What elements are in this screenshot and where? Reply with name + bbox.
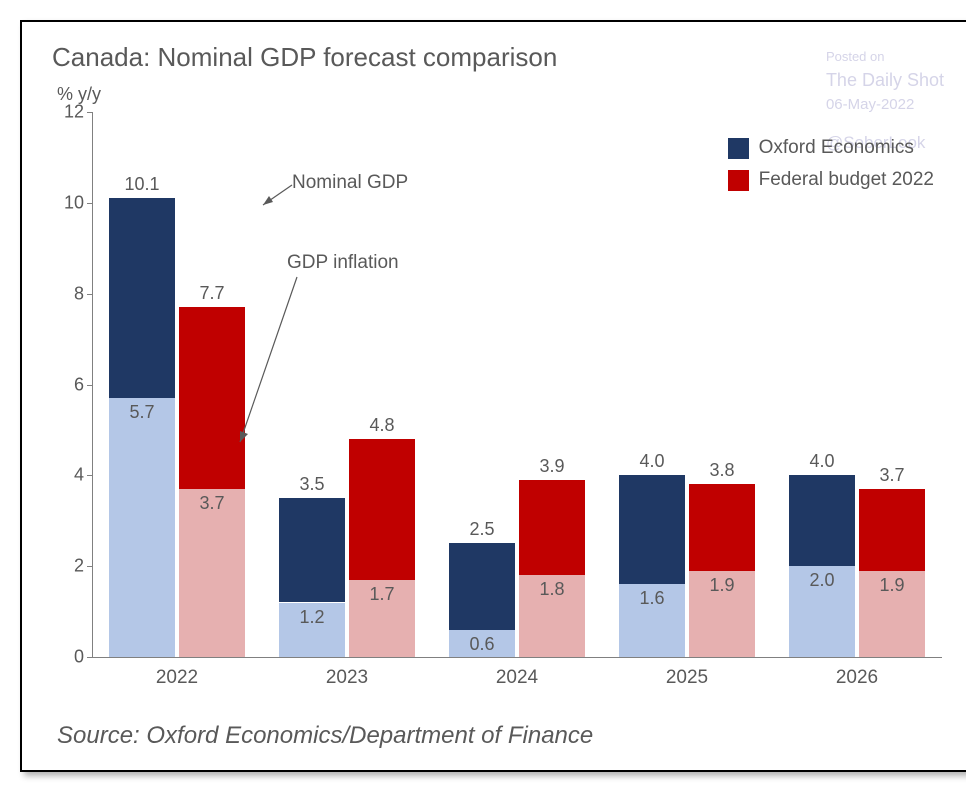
bar-bottom-segment xyxy=(179,489,245,657)
watermark-posted: Posted on xyxy=(826,47,944,67)
bar-total-label: 3.5 xyxy=(299,474,324,495)
x-tick-label: 2026 xyxy=(836,657,878,689)
y-tick-label: 0 xyxy=(74,647,92,668)
bar-total-label: 2.5 xyxy=(469,519,494,540)
y-tick-label: 4 xyxy=(74,465,92,486)
bar-bottom-label: 5.7 xyxy=(129,402,154,423)
legend-label-budget: Federal budget 2022 xyxy=(759,169,934,191)
bar-total-label: 3.7 xyxy=(879,465,904,486)
y-tick-label: 8 xyxy=(74,283,92,304)
legend-swatch-budget xyxy=(728,170,749,191)
bar-bottom-label: 3.7 xyxy=(199,493,224,514)
bar-total-label: 4.8 xyxy=(369,415,394,436)
bar-bottom-label: 1.7 xyxy=(369,584,394,605)
bar-top-segment xyxy=(689,484,755,570)
bar-top-segment xyxy=(789,475,855,566)
bar-bottom-label: 1.9 xyxy=(879,575,904,596)
bar-top-segment xyxy=(349,439,415,580)
bar-total-label: 10.1 xyxy=(124,174,159,195)
legend-item-oxford: Oxford Economics xyxy=(728,137,934,159)
chart-container: Canada: Nominal GDP forecast comparison … xyxy=(20,20,966,772)
bar-bottom-segment xyxy=(109,398,175,657)
annotation-nominal-gdp: Nominal GDP xyxy=(292,172,408,194)
bar-top-segment xyxy=(519,480,585,575)
x-tick-label: 2025 xyxy=(666,657,708,689)
x-tick-label: 2023 xyxy=(326,657,368,689)
bar-bottom-label: 1.6 xyxy=(639,588,664,609)
bar-total-label: 4.0 xyxy=(809,451,834,472)
watermark-source: The Daily Shot xyxy=(826,67,944,94)
y-tick-label: 10 xyxy=(64,192,92,213)
bar-total-label: 7.7 xyxy=(199,283,224,304)
legend-label-oxford: Oxford Economics xyxy=(759,137,914,159)
legend-swatch-oxford xyxy=(728,138,749,159)
bar-top-segment xyxy=(859,489,925,571)
y-tick-label: 12 xyxy=(64,102,92,123)
bar-bottom-label: 1.2 xyxy=(299,607,324,628)
bar-top-segment xyxy=(109,198,175,398)
bar-top-segment xyxy=(279,498,345,602)
y-tick-label: 2 xyxy=(74,556,92,577)
source-text: Source: Oxford Economics/Department of F… xyxy=(57,722,593,750)
x-tick-label: 2022 xyxy=(156,657,198,689)
y-tick-label: 6 xyxy=(74,374,92,395)
bar-total-label: 3.9 xyxy=(539,456,564,477)
bar-bottom-label: 0.6 xyxy=(469,634,494,655)
arrow-gdp-inflation xyxy=(232,272,312,452)
bar-total-label: 4.0 xyxy=(639,451,664,472)
chart-title: Canada: Nominal GDP forecast comparison xyxy=(52,42,954,73)
bar-top-segment xyxy=(619,475,685,584)
annotation-gdp-inflation: GDP inflation xyxy=(287,252,399,274)
x-tick-label: 2024 xyxy=(496,657,538,689)
bar-bottom-label: 1.9 xyxy=(709,575,734,596)
bar-bottom-label: 1.8 xyxy=(539,579,564,600)
bar-total-label: 3.8 xyxy=(709,460,734,481)
y-axis xyxy=(92,112,93,657)
bar-bottom-label: 2.0 xyxy=(809,570,834,591)
arrow-nominal-gdp xyxy=(257,177,297,212)
legend-item-budget: Federal budget 2022 xyxy=(728,169,934,191)
bar-top-segment xyxy=(449,543,515,629)
legend: Oxford Economics Federal budget 2022 xyxy=(728,137,934,201)
